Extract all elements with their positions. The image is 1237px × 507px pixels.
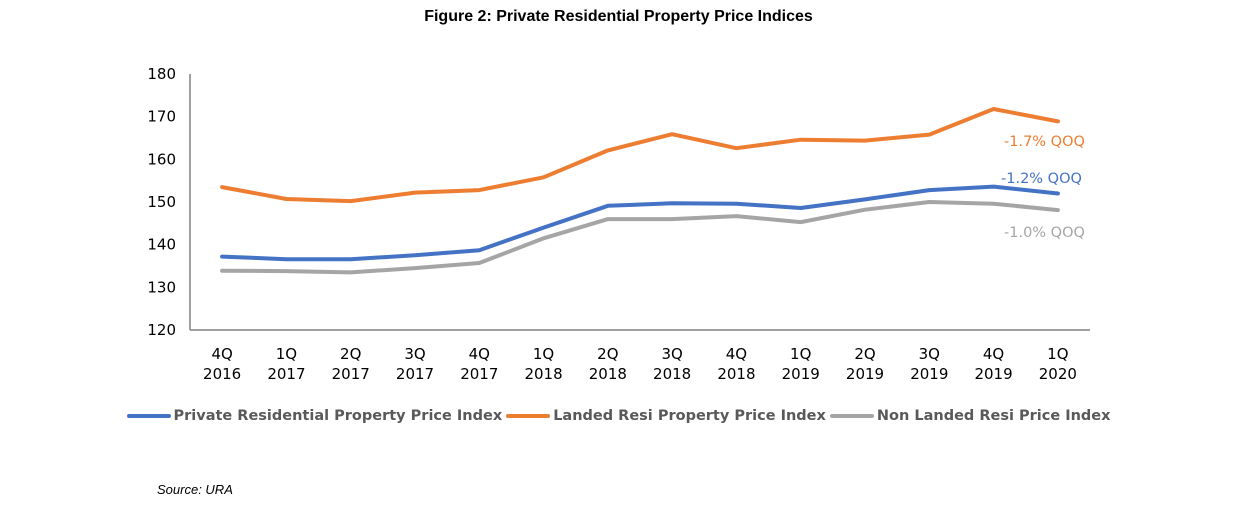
x-tick-label: 4Q 2016 bbox=[203, 345, 241, 383]
x-tick-label: 1Q 2017 bbox=[267, 345, 305, 383]
x-tick-label: 4Q 2019 bbox=[974, 345, 1012, 383]
series-line-2 bbox=[220, 200, 1060, 275]
legend-item-private: Private Residential Property Price Index bbox=[126, 408, 503, 424]
legend-item-non-landed: Non Landed Resi Price Index bbox=[829, 408, 1111, 424]
annotations: -1.7% QOQ -1.2% QOQ -1.0% QOQ bbox=[1001, 134, 1085, 241]
series-line-0 bbox=[220, 184, 1060, 262]
qoq-annotation: -1.0% QOQ bbox=[1004, 225, 1085, 241]
x-tick-label: 3Q 2019 bbox=[910, 345, 948, 383]
legend-label: Non Landed Resi Price Index bbox=[876, 408, 1111, 424]
legend-label: Landed Resi Property Price Index bbox=[553, 408, 826, 424]
y-tick-label: 130 bbox=[147, 278, 176, 296]
legend-swatch-gray-icon bbox=[829, 414, 874, 418]
x-tick-label: 2Q 2017 bbox=[332, 345, 370, 383]
y-tick-label: 120 bbox=[147, 321, 176, 339]
y-tick-label: 140 bbox=[147, 236, 176, 254]
line-chart: 120 130 140 150 160 170 180 4Q 2016 1Q 2017 2Q 2017… bbox=[147, 65, 1090, 383]
x-axis: 4Q 2016 1Q 2017 2Q 2017 3Q 2017 4Q 2017 1Q 2018 2Q 20… bbox=[190, 329, 1090, 383]
y-tick-label: 180 bbox=[147, 65, 176, 83]
chart-legend: Private Residential Property Price Index… bbox=[0, 408, 1237, 424]
x-tick-label: 2Q 2019 bbox=[846, 345, 884, 383]
x-tick-label: 3Q 2018 bbox=[653, 345, 691, 383]
x-tick-label: 4Q 2017 bbox=[460, 345, 498, 383]
qoq-annotation: -1.7% QOQ bbox=[1004, 134, 1085, 150]
legend-swatch-orange-icon bbox=[506, 414, 551, 418]
source-note: Source: URA bbox=[157, 482, 233, 497]
legend-swatch-blue-icon bbox=[126, 414, 171, 418]
x-tick-label: 3Q 2017 bbox=[396, 345, 434, 383]
y-tick-label: 170 bbox=[147, 108, 176, 126]
x-tick-label: 4Q 2018 bbox=[717, 345, 755, 383]
y-tick-label: 150 bbox=[147, 193, 176, 211]
series-line-1 bbox=[220, 107, 1060, 204]
x-tick-label: 1Q 2020 bbox=[1039, 345, 1077, 383]
chart-title: Figure 2: Private Residential Property P… bbox=[424, 8, 813, 25]
x-tick-label: 2Q 2018 bbox=[589, 345, 627, 383]
y-axis: 120 130 140 150 160 170 180 bbox=[147, 65, 191, 339]
legend-item-landed: Landed Resi Property Price Index bbox=[506, 408, 826, 424]
legend-label: Private Residential Property Price Index bbox=[173, 408, 503, 424]
qoq-annotation: -1.2% QOQ bbox=[1001, 171, 1082, 187]
series-lines bbox=[220, 107, 1060, 275]
x-tick-label: 1Q 2019 bbox=[782, 345, 820, 383]
x-tick-label: 1Q 2018 bbox=[524, 345, 562, 383]
y-tick-label: 160 bbox=[147, 150, 176, 168]
